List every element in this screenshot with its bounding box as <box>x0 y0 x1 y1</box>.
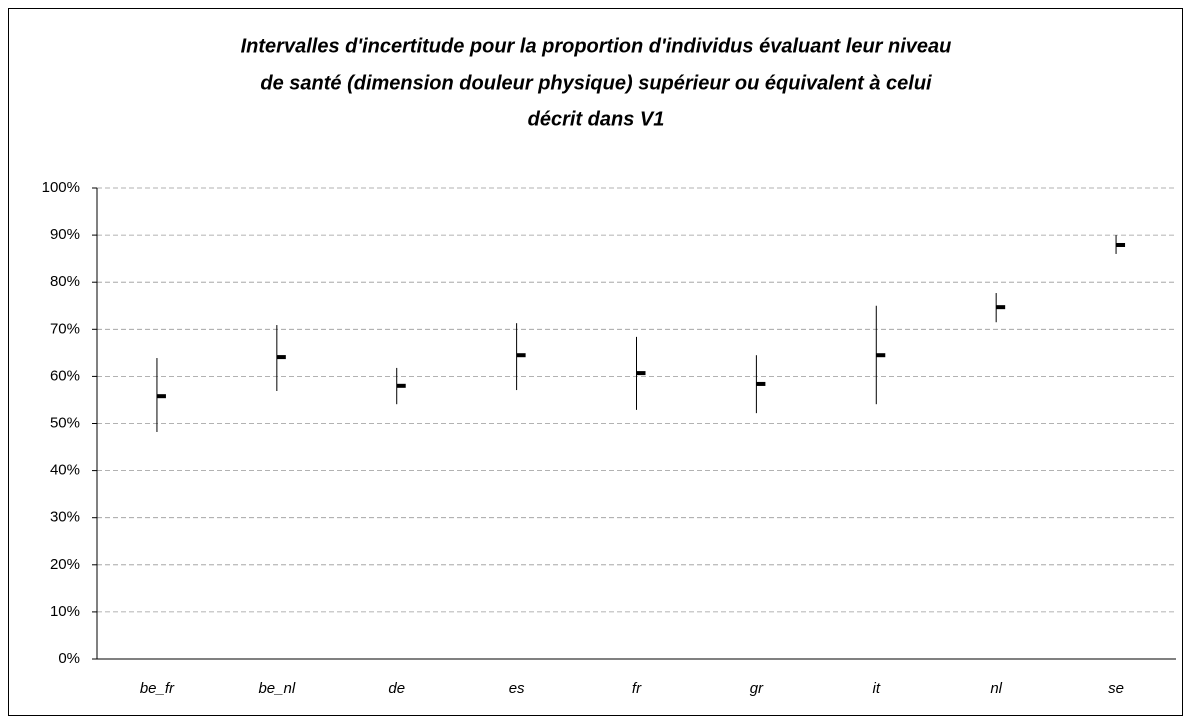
y-tick-label: 10% <box>50 603 80 620</box>
mid-mark <box>156 394 166 399</box>
y-tick-label: 50% <box>50 414 80 431</box>
mid-mark <box>756 381 766 386</box>
mid-mark <box>396 383 406 388</box>
y-tick-label: 40% <box>50 462 80 479</box>
x-tick-label: se <box>1108 680 1124 697</box>
y-tick-label: 20% <box>50 556 80 573</box>
y-tick-label: 90% <box>50 226 80 243</box>
x-tick-label: nl <box>990 680 1002 697</box>
mid-mark <box>636 371 646 376</box>
x-tick-label: es <box>509 680 525 697</box>
mid-mark <box>996 305 1006 310</box>
y-tick-label: 60% <box>50 367 80 384</box>
mid-mark <box>1116 242 1126 247</box>
x-tick-label: be_nl <box>258 680 295 697</box>
x-tick-label: de <box>388 680 405 697</box>
y-tick-label: 0% <box>58 650 80 667</box>
x-tick-label: be_fr <box>140 680 175 697</box>
mid-mark <box>276 355 286 360</box>
y-tick-label: 100% <box>42 179 80 196</box>
mid-mark <box>876 353 886 358</box>
chart-border <box>8 8 1183 716</box>
y-tick-label: 70% <box>50 320 80 337</box>
chart-title: Intervalles d'incertitude pour la propor… <box>241 35 952 57</box>
chart-title: décrit dans V1 <box>528 108 665 130</box>
chart-title: de santé (dimension douleur physique) su… <box>260 72 932 94</box>
y-tick-label: 30% <box>50 509 80 526</box>
y-tick-label: 80% <box>50 273 80 290</box>
x-tick-label: gr <box>750 680 764 697</box>
x-tick-label: fr <box>632 680 642 697</box>
mid-mark <box>516 353 526 358</box>
x-tick-label: it <box>873 680 881 697</box>
